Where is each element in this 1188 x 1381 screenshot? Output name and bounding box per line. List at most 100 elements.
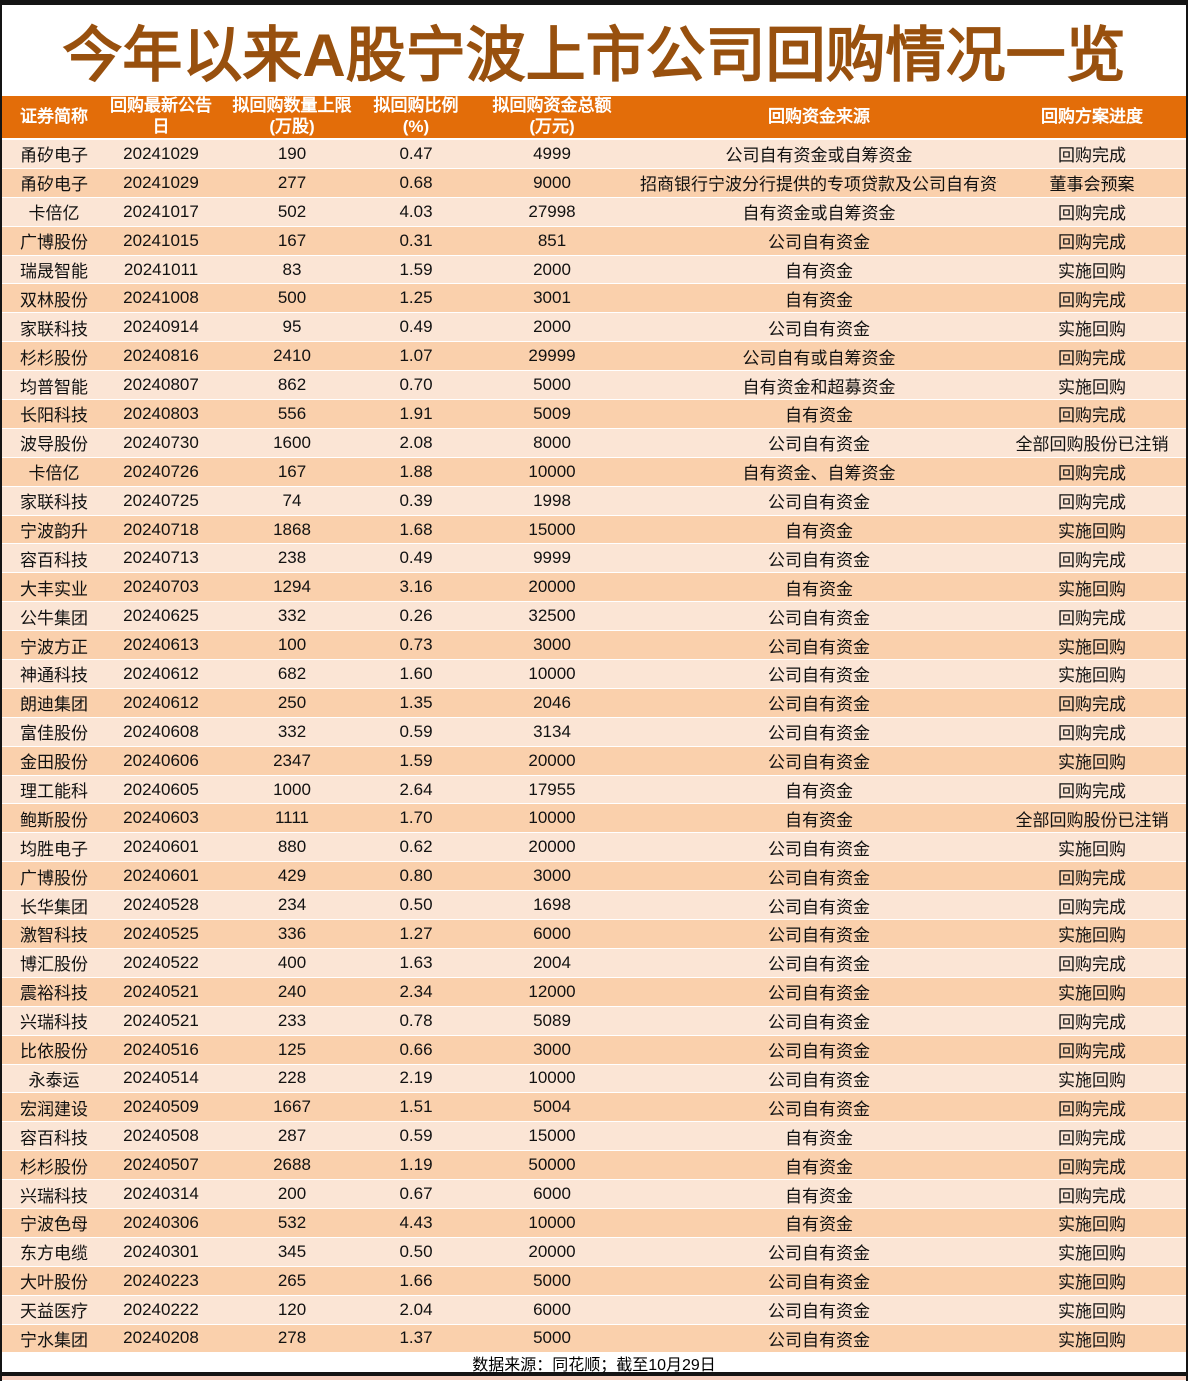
cell-progress: 实施回购 <box>998 977 1186 1007</box>
cell-ratio_pct: 0.26 <box>368 601 464 632</box>
cell-ratio_pct: 0.31 <box>368 226 464 256</box>
cell-date: 20240612 <box>106 688 216 718</box>
cell-source: 公司自有资金 <box>640 1237 998 1267</box>
cell-progress: 实施回购 <box>998 1295 1186 1325</box>
cell-progress: 回购完成 <box>998 486 1186 516</box>
cell-source: 公司自有资金 <box>640 630 998 661</box>
cell-ratio_pct: 2.64 <box>368 775 464 805</box>
cell-amount_wan: 9000 <box>464 168 640 198</box>
cell-source: 自有资金、自筹资金 <box>640 457 998 487</box>
cell-progress: 全部回购股份已注销 <box>998 428 1186 458</box>
cell-source: 公司自有资金 <box>640 312 998 343</box>
table-row: 金田股份 20240606 2347 1.59 20000 公司自有资金 实施回购 <box>2 746 1186 776</box>
cell-name: 激智科技 <box>2 919 106 949</box>
cell-source: 自有资金 <box>640 1208 998 1238</box>
cell-amount_wan: 10000 <box>464 1064 640 1094</box>
cell-name: 广博股份 <box>2 226 106 256</box>
cell-ratio_pct: 1.19 <box>368 1150 464 1181</box>
cell-date: 20240521 <box>106 1006 216 1036</box>
cell-source: 自有资金 <box>640 775 998 805</box>
cell-amount_wan: 6000 <box>464 1179 640 1209</box>
cell-ratio_pct: 0.70 <box>368 370 464 401</box>
cell-ratio_pct: 4.03 <box>368 197 464 227</box>
cell-progress: 回购完成 <box>998 283 1186 314</box>
cell-amount_wan: 10000 <box>464 457 640 487</box>
cell-name: 波导股份 <box>2 428 106 458</box>
cell-name: 震裕科技 <box>2 977 106 1007</box>
cell-ratio_pct: 1.60 <box>368 659 464 689</box>
cell-ratio_pct: 1.91 <box>368 399 464 429</box>
cell-qty_limit_wan: 287 <box>216 1121 368 1152</box>
cell-amount_wan: 2000 <box>464 255 640 285</box>
cell-date: 20241029 <box>106 139 216 169</box>
cell-qty_limit_wan: 400 <box>216 948 368 978</box>
cell-amount_wan: 12000 <box>464 977 640 1007</box>
cell-ratio_pct: 1.63 <box>368 948 464 978</box>
cell-qty_limit_wan: 234 <box>216 890 368 921</box>
cell-date: 20240703 <box>106 572 216 603</box>
cell-progress: 实施回购 <box>998 572 1186 603</box>
cell-progress: 实施回购 <box>998 312 1186 343</box>
cell-progress: 回购完成 <box>998 890 1186 921</box>
cell-ratio_pct: 2.19 <box>368 1064 464 1094</box>
cell-name: 卡倍亿 <box>2 457 106 487</box>
cell-ratio_pct: 0.59 <box>368 1121 464 1152</box>
cell-name: 宁波韵升 <box>2 515 106 545</box>
cell-date: 20240725 <box>106 486 216 516</box>
cell-ratio_pct: 1.68 <box>368 515 464 545</box>
cell-amount_wan: 2046 <box>464 688 640 718</box>
cell-ratio_pct: 0.67 <box>368 1179 464 1209</box>
cell-name: 富佳股份 <box>2 717 106 747</box>
col-header-source: 回购资金来源 <box>640 96 998 140</box>
table-row: 容百科技 20240508 287 0.59 15000 自有资金 回购完成 <box>2 1121 1186 1152</box>
col-header-date: 回购最新公告日 <box>106 96 216 140</box>
cell-source: 公司自有资金 <box>640 486 998 516</box>
cell-amount_wan: 27998 <box>464 197 640 227</box>
cell-source: 自有资金或自筹资金 <box>640 197 998 227</box>
cell-progress: 实施回购 <box>998 1266 1186 1296</box>
cell-ratio_pct: 0.49 <box>368 312 464 343</box>
cell-amount_wan: 10000 <box>464 1208 640 1238</box>
cell-ratio_pct: 0.66 <box>368 1035 464 1065</box>
cell-name: 均普智能 <box>2 370 106 401</box>
cell-date: 20240606 <box>106 746 216 776</box>
cell-amount_wan: 3000 <box>464 1035 640 1065</box>
col-header-progress: 回购方案进度 <box>998 96 1186 140</box>
col-header-ratio-label: 拟回购比例 <box>373 96 459 116</box>
cell-source: 公司自有资金 <box>640 1324 998 1354</box>
table-row: 宏润建设 20240509 1667 1.51 5004 公司自有资金 回购完成 <box>2 1092 1186 1123</box>
cell-amount_wan: 5000 <box>464 370 640 401</box>
table-body: 甬矽电子 20241029 190 0.47 4999 公司自有资金或自筹资金 回购完成 甬矽… <box>2 139 1186 1354</box>
cell-progress: 回购完成 <box>998 688 1186 718</box>
cell-qty_limit_wan: 1600 <box>216 428 368 458</box>
cell-progress: 回购完成 <box>998 717 1186 747</box>
cell-qty_limit_wan: 240 <box>216 977 368 1007</box>
cell-qty_limit_wan: 556 <box>216 399 368 429</box>
cell-date: 20240605 <box>106 775 216 805</box>
cell-qty_limit_wan: 120 <box>216 1295 368 1325</box>
cell-progress: 实施回购 <box>998 515 1186 545</box>
table-row: 长阳科技 20240803 556 1.91 5009 自有资金 回购完成 <box>2 399 1186 429</box>
cell-ratio_pct: 1.35 <box>368 688 464 718</box>
cell-amount_wan: 4999 <box>464 139 640 169</box>
cell-qty_limit_wan: 233 <box>216 1006 368 1036</box>
cell-date: 20240603 <box>106 803 216 834</box>
cell-name: 大叶股份 <box>2 1266 106 1296</box>
cell-name: 宏润建设 <box>2 1092 106 1123</box>
table-row: 瑞晟智能 20241011 83 1.59 2000 自有资金 实施回购 <box>2 255 1186 285</box>
cell-qty_limit_wan: 1868 <box>216 515 368 545</box>
cell-amount_wan: 5004 <box>464 1092 640 1123</box>
cell-source: 公司自有资金 <box>640 1006 998 1036</box>
cell-qty_limit_wan: 83 <box>216 255 368 285</box>
cell-name: 宁波方正 <box>2 630 106 661</box>
cell-amount_wan: 20000 <box>464 746 640 776</box>
cell-source: 公司自有资金或自筹资金 <box>640 139 998 169</box>
cell-amount_wan: 2004 <box>464 948 640 978</box>
table-row: 东方电缆 20240301 345 0.50 20000 公司自有资金 实施回购 <box>2 1237 1186 1267</box>
cell-date: 20240301 <box>106 1237 216 1267</box>
cell-date: 20240613 <box>106 630 216 661</box>
cell-qty_limit_wan: 2410 <box>216 341 368 372</box>
table-row: 家联科技 20240725 74 0.39 1998 公司自有资金 回购完成 <box>2 486 1186 516</box>
cell-amount_wan: 3000 <box>464 861 640 892</box>
cell-ratio_pct: 1.27 <box>368 919 464 949</box>
